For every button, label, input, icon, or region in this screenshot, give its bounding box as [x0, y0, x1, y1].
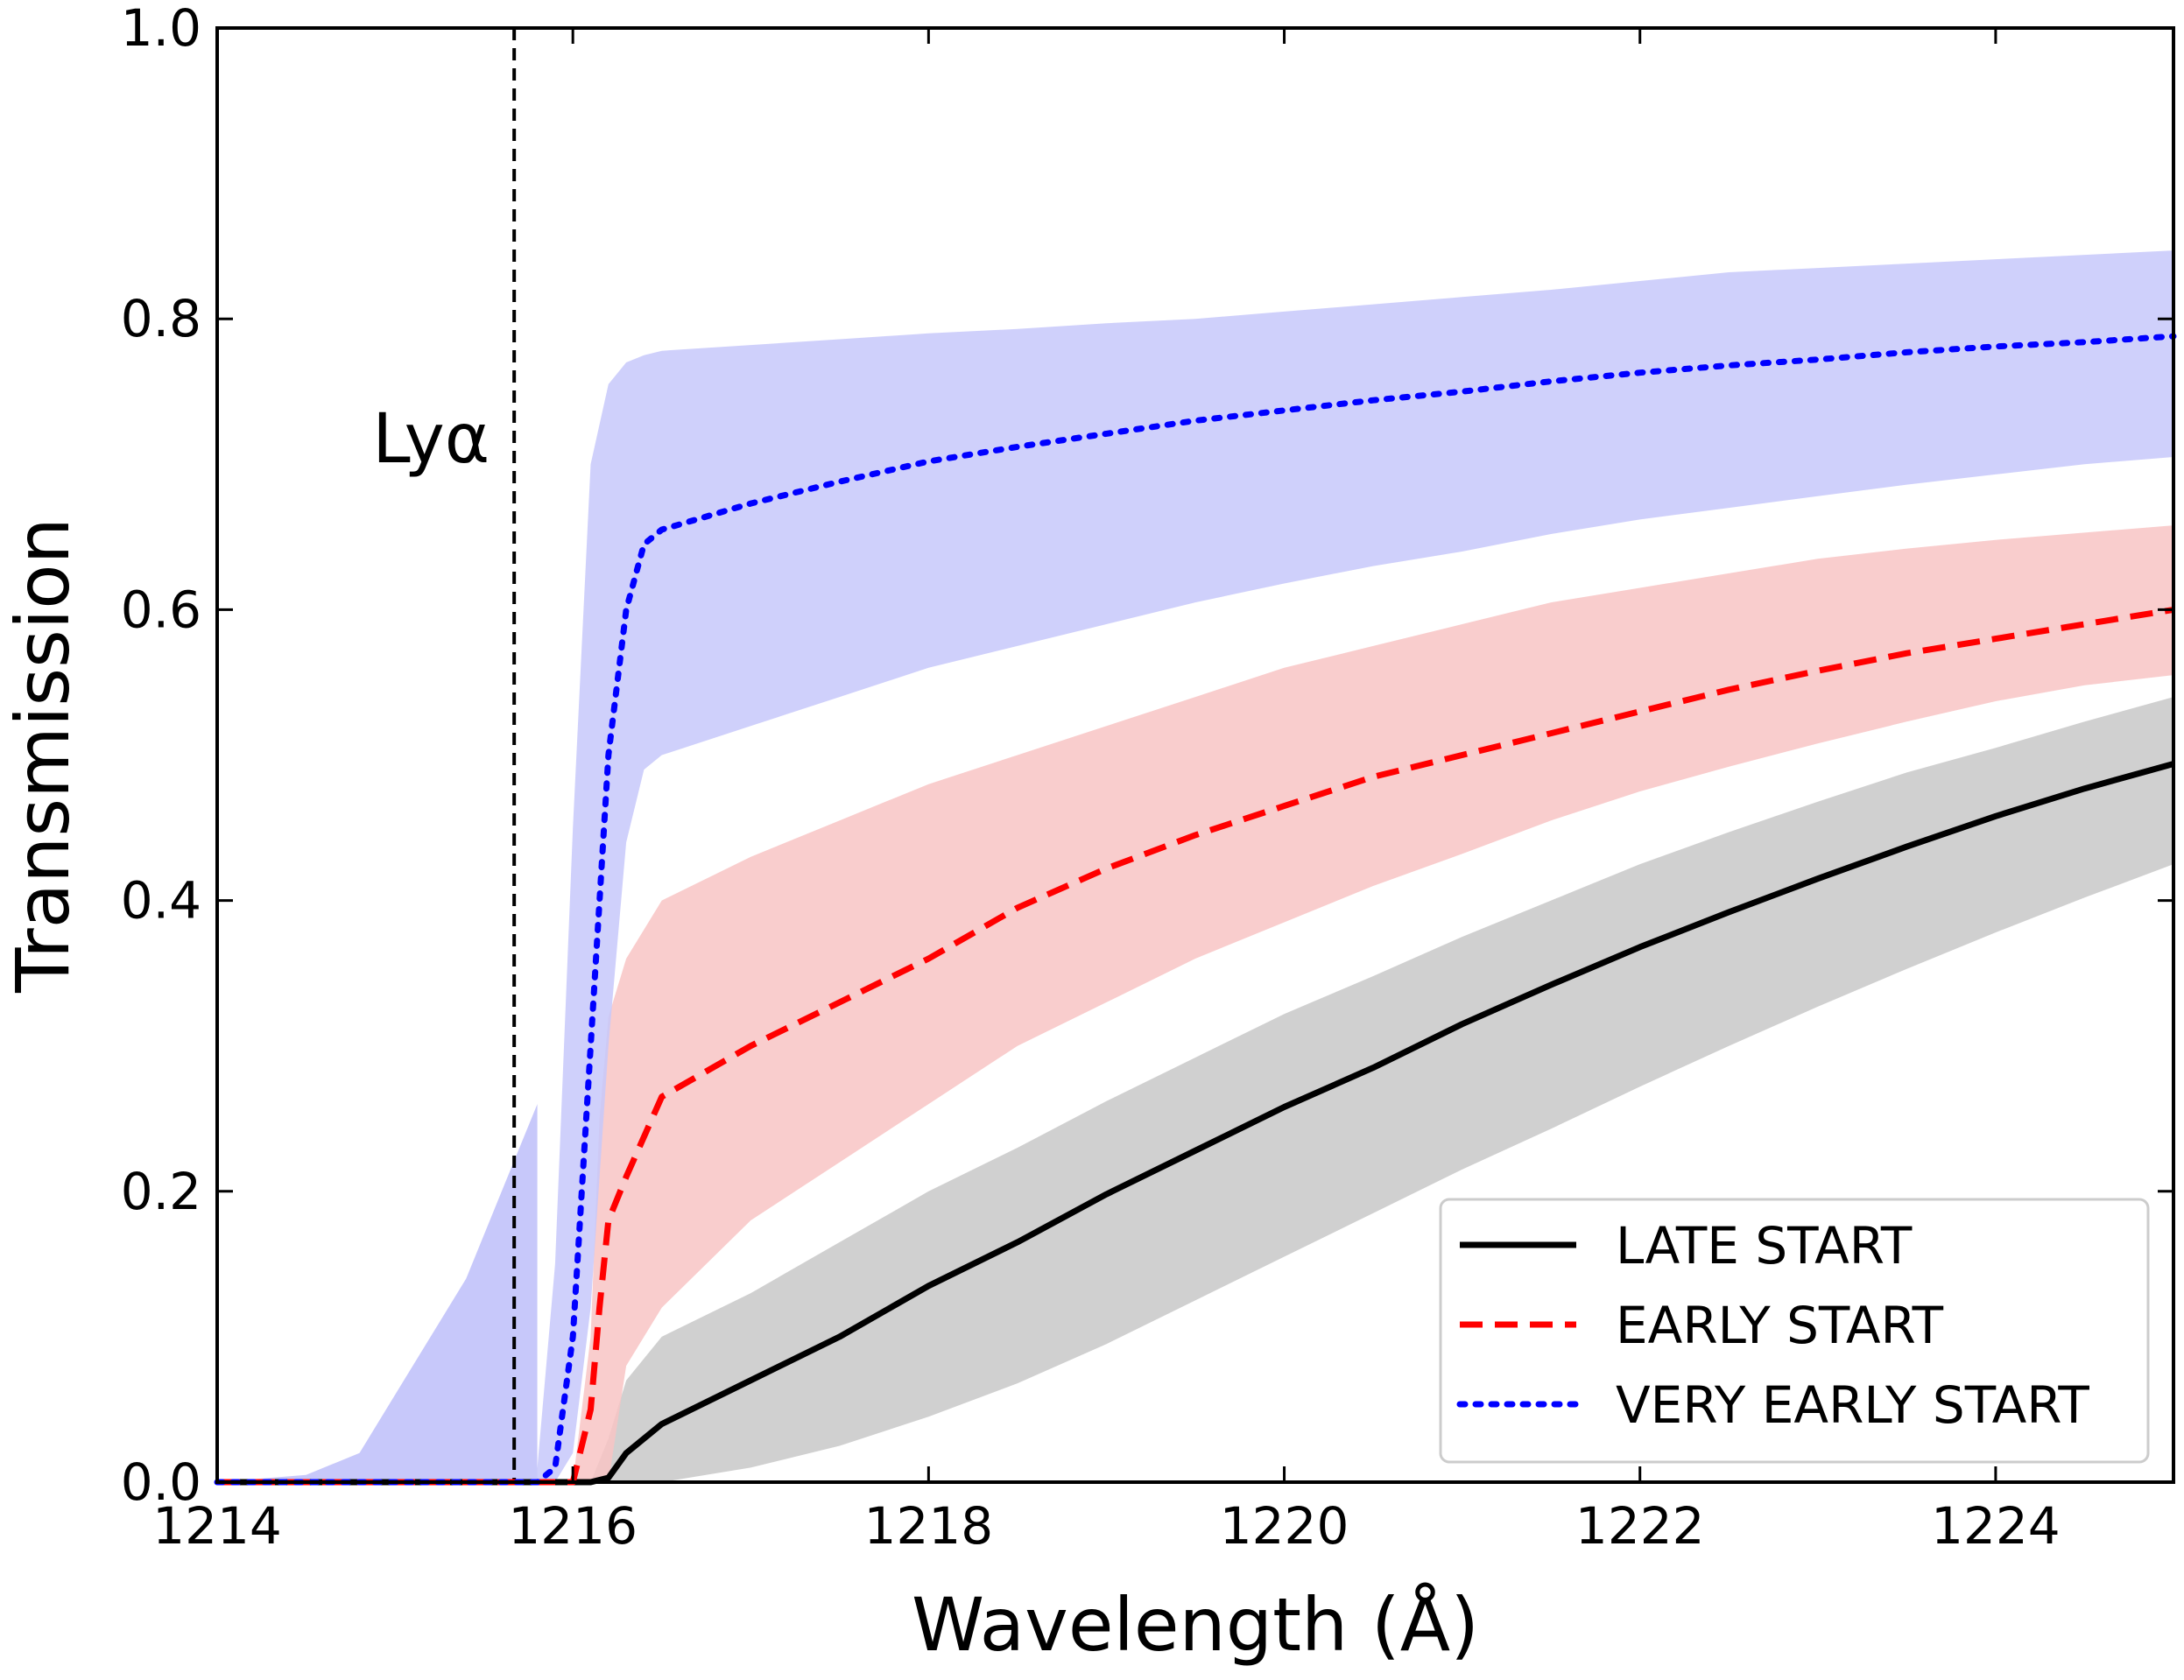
- band-very-early-start-wing: [217, 1104, 538, 1482]
- legend-box: [1439, 1198, 2150, 1464]
- y-axis-title: Transmission: [0, 517, 86, 994]
- line-late-start: [217, 761, 2174, 1486]
- uncertainty-bands: [217, 250, 2173, 1483]
- lya-annotation: Lyα: [372, 400, 490, 479]
- line-very-early-start: [214, 333, 2177, 1486]
- legend: LATE START EARLY START VERY EARLY START: [1439, 1198, 2150, 1464]
- x-tick-label-1222: 1222: [1575, 1496, 1705, 1556]
- legend-label-early-start: EARLY START: [1616, 1296, 1944, 1355]
- x-axis-title: Wavelength (Å): [912, 1581, 1479, 1668]
- y-tick-label-0.2: 0.2: [121, 1162, 201, 1221]
- axis-ticks: 1214 1216 1218 1220 1222 1224 0.0 0.2 0.4 0.6 0.8 1…: [121, 0, 2173, 1556]
- legend-label-very-early-start: VERY EARLY START: [1616, 1375, 2089, 1435]
- line-early-start: [217, 606, 2174, 1486]
- plot-frame: [215, 26, 2175, 1484]
- x-tick-label-1214: 1214: [152, 1496, 282, 1556]
- series-lines: [214, 333, 2177, 1486]
- legend-label-late-start: LATE START: [1616, 1216, 1913, 1276]
- x-tick-label-1218: 1218: [864, 1496, 994, 1556]
- x-tick-label-1224: 1224: [1931, 1496, 2061, 1556]
- y-tick-label-1.0: 1.0: [121, 0, 201, 58]
- band-very-early-start: [217, 250, 2173, 1483]
- band-late-start: [217, 697, 2173, 1482]
- y-tick-label-0.0: 0.0: [121, 1452, 201, 1512]
- axes-border: [215, 26, 2175, 1484]
- y-tick-label-0.6: 0.6: [121, 580, 201, 639]
- x-tick-label-1220: 1220: [1220, 1496, 1349, 1556]
- band-early-start: [217, 525, 2173, 1482]
- y-tick-label-0.4: 0.4: [121, 871, 201, 931]
- y-tick-label-0.8: 0.8: [121, 289, 201, 348]
- x-tick-label-1216: 1216: [508, 1496, 638, 1556]
